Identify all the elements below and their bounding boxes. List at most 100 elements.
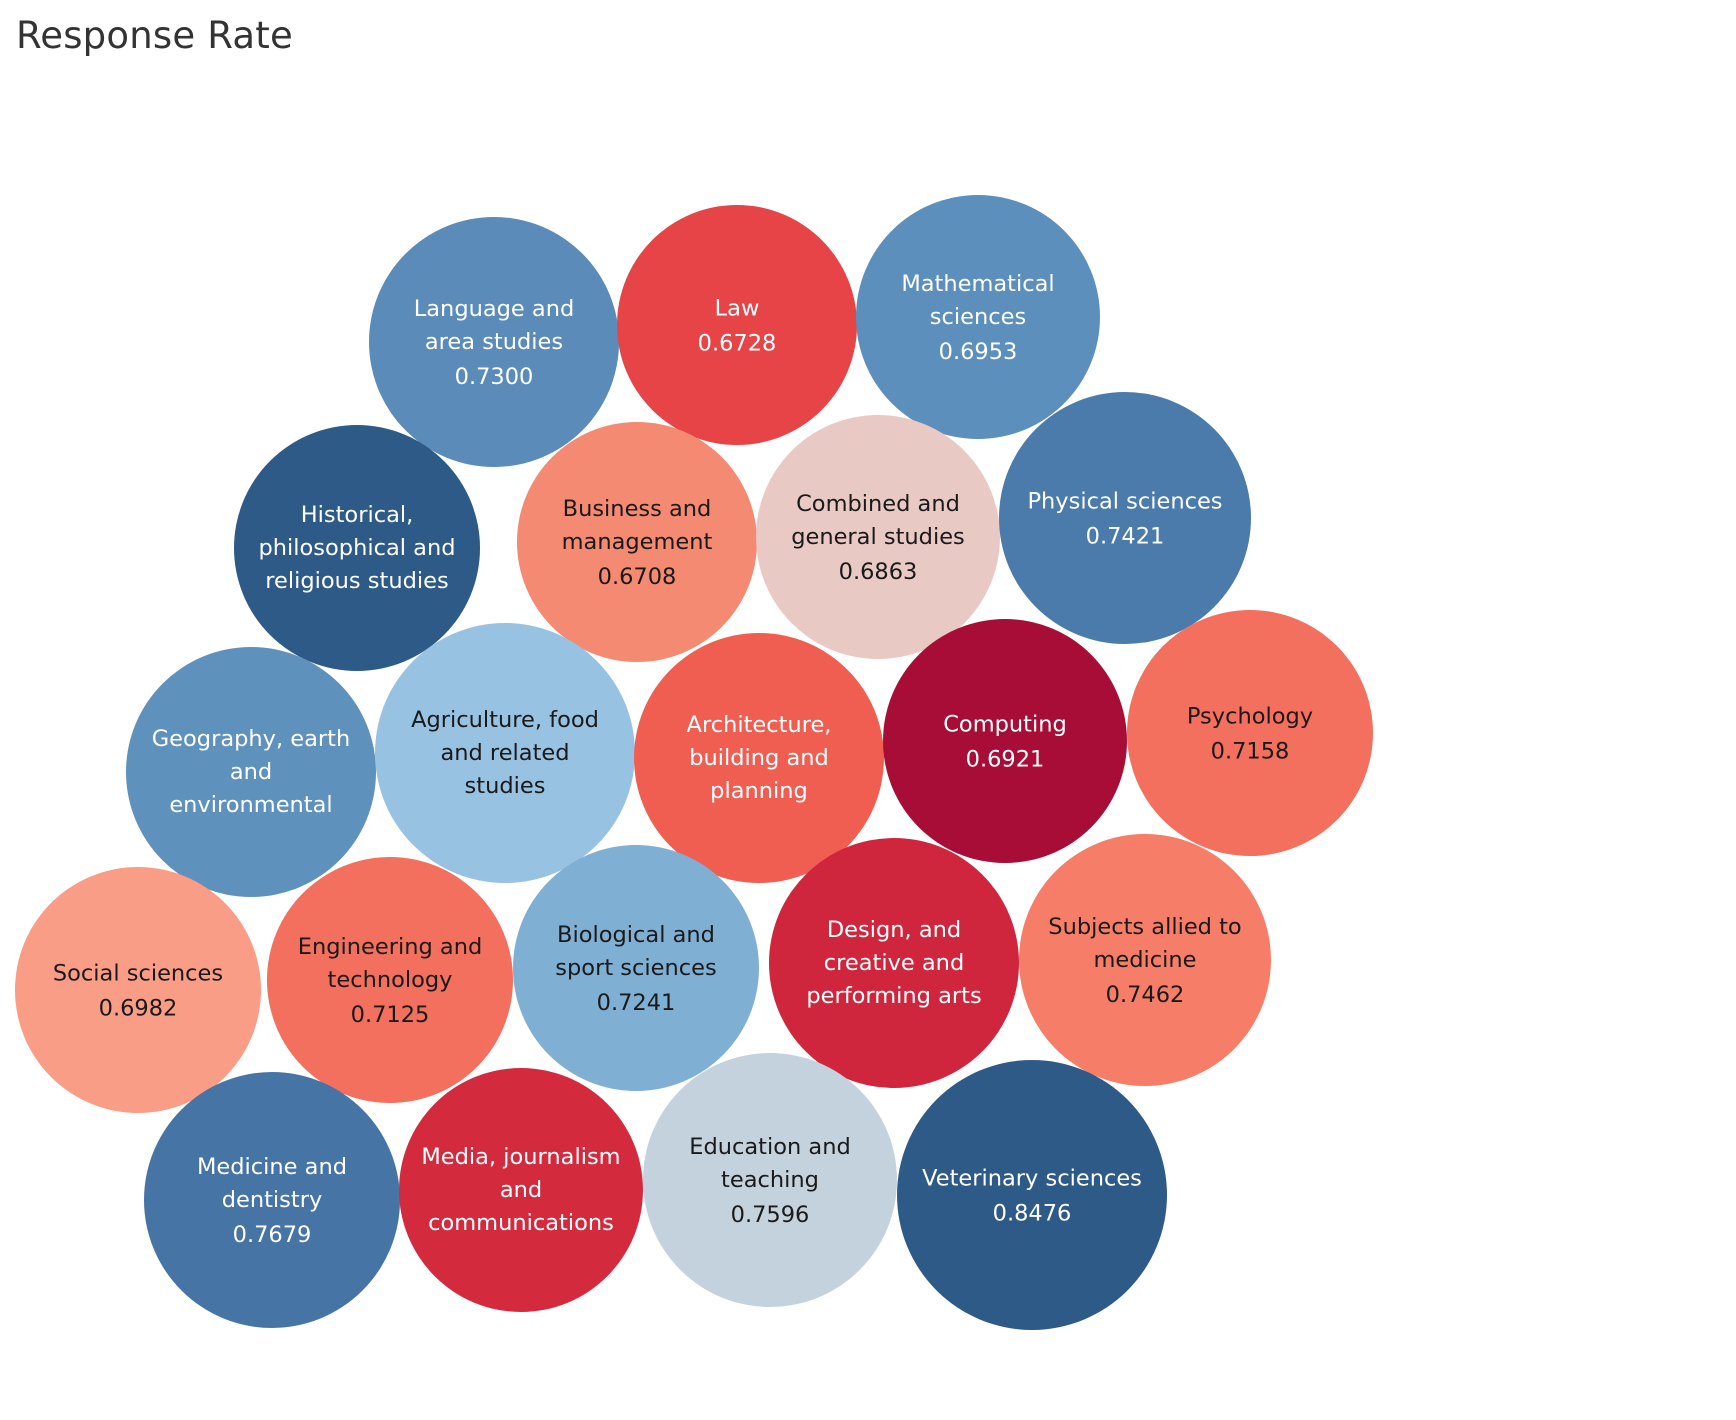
- bubble-value-label: 0.6863: [839, 559, 918, 585]
- bubble-law[interactable]: Law 0.6728: [617, 205, 857, 445]
- bubble-label: Subjects allied to: [1048, 914, 1241, 940]
- bubble-label: Psychology: [1187, 704, 1313, 730]
- bubble-label: and: [500, 1177, 542, 1203]
- bubble-circle[interactable]: [126, 647, 376, 897]
- bubble-label: Design, and: [827, 917, 961, 943]
- bubble-label: and: [230, 759, 272, 785]
- bubble-value-label: 0.6921: [966, 747, 1045, 773]
- bubble-label: Social sciences: [53, 961, 223, 987]
- bubble-circle[interactable]: [267, 857, 513, 1103]
- bubble-label: and related: [440, 740, 569, 766]
- bubble-geography-earth-and-environmental[interactable]: Geography, earth and environmental: [126, 647, 376, 897]
- bubble-medicine-and-dentistry[interactable]: Medicine and dentistry 0.7679: [144, 1072, 400, 1328]
- bubble-label: sciences: [930, 304, 1026, 330]
- bubble-value-label: 0.6728: [698, 331, 777, 357]
- bubble-mathematical-sciences[interactable]: Mathematical sciences 0.6953: [856, 195, 1100, 439]
- bubble-subjects-allied-to-medicine[interactable]: Subjects allied to medicine 0.7462: [1019, 834, 1271, 1086]
- bubble-label: technology: [328, 967, 453, 993]
- bubble-value-label: 0.7462: [1106, 982, 1185, 1008]
- chart-title: Response Rate: [16, 14, 293, 57]
- bubble-value-label: 0.7241: [597, 990, 676, 1016]
- bubble-veterinary-sciences[interactable]: Veterinary sciences 0.8476: [897, 1060, 1167, 1330]
- bubble-circle[interactable]: [15, 867, 261, 1113]
- bubble-circle[interactable]: [756, 415, 1000, 659]
- bubble-circle[interactable]: [883, 619, 1127, 863]
- bubble-label: Historical,: [301, 502, 414, 528]
- bubble-physical-sciences[interactable]: Physical sciences 0.7421: [999, 392, 1251, 644]
- bubble-circle[interactable]: [856, 195, 1100, 439]
- bubble-business-and-management[interactable]: Business and management 0.6708: [517, 422, 757, 662]
- bubble-circle[interactable]: [897, 1060, 1167, 1330]
- bubble-circle[interactable]: [999, 392, 1251, 644]
- bubble-circle[interactable]: [769, 838, 1019, 1088]
- bubble-label: management: [562, 529, 713, 555]
- bubble-circle[interactable]: [1019, 834, 1271, 1086]
- bubble-media-journalism-and-communications[interactable]: Media, journalism and communications: [399, 1068, 643, 1312]
- bubble-historical-philosophical-and-religious-studies[interactable]: Historical, philosophical and religious st…: [234, 425, 480, 671]
- bubble-label: Agriculture, food: [411, 707, 599, 733]
- bubble-label: Physical sciences: [1027, 489, 1222, 515]
- bubble-value-label: 0.7158: [1211, 739, 1290, 765]
- bubble-label: building and: [689, 745, 829, 771]
- bubble-value-label: 0.7125: [351, 1002, 430, 1028]
- bubble-label: dentistry: [222, 1187, 323, 1213]
- bubble-label: Combined and: [796, 491, 960, 517]
- bubble-label: general studies: [791, 524, 965, 550]
- bubble-circle[interactable]: [375, 623, 635, 883]
- bubble-engineering-and-technology[interactable]: Engineering and technology 0.7125: [267, 857, 513, 1103]
- bubble-label: Language and: [414, 296, 575, 322]
- bubble-label: Biological and: [557, 922, 715, 948]
- bubble-label: Business and: [563, 496, 712, 522]
- bubble-label: communications: [428, 1210, 614, 1236]
- bubble-computing[interactable]: Computing 0.6921: [883, 619, 1127, 863]
- bubble-combined-and-general-studies[interactable]: Combined and general studies 0.6863: [756, 415, 1000, 659]
- bubble-label: Education and: [689, 1134, 851, 1160]
- bubble-label: medicine: [1093, 947, 1196, 973]
- bubble-value-label: 0.7300: [455, 364, 534, 390]
- bubble-label: teaching: [721, 1167, 819, 1193]
- bubble-label: planning: [710, 778, 808, 804]
- bubble-psychology[interactable]: Psychology 0.7158: [1127, 610, 1373, 856]
- bubble-label: area studies: [425, 329, 563, 355]
- bubble-circle[interactable]: [1127, 610, 1373, 856]
- bubble-circle[interactable]: [634, 633, 884, 883]
- bubble-circle[interactable]: [399, 1068, 643, 1312]
- bubble-label: Engineering and: [298, 934, 482, 960]
- bubble-circle[interactable]: [234, 425, 480, 671]
- bubble-value-label: 0.6953: [939, 339, 1018, 365]
- bubble-label: Law: [715, 296, 760, 322]
- bubble-social-sciences[interactable]: Social sciences 0.6982: [15, 867, 261, 1113]
- bubble-circle[interactable]: [517, 422, 757, 662]
- bubble-circle[interactable]: [643, 1053, 897, 1307]
- bubble-label: Mathematical: [901, 271, 1054, 297]
- bubble-label: Veterinary sciences: [922, 1166, 1142, 1192]
- bubble-agriculture-food-and-related-studies[interactable]: Agriculture, food and related studies: [375, 623, 635, 883]
- bubble-architecture-building-and-planning[interactable]: Architecture, building and planning: [634, 633, 884, 883]
- bubble-label: Medicine and: [197, 1154, 347, 1180]
- bubble-value-label: 0.6982: [99, 996, 178, 1022]
- bubble-circle[interactable]: [369, 217, 619, 467]
- bubble-education-and-teaching[interactable]: Education and teaching 0.7596: [643, 1053, 897, 1307]
- bubble-design-and-creative-and-performing-arts[interactable]: Design, and creative and performing arts: [769, 838, 1019, 1088]
- bubble-value-label: 0.7421: [1086, 524, 1165, 550]
- bubble-label: studies: [465, 773, 546, 799]
- bubble-label: Media, journalism: [421, 1144, 620, 1170]
- bubble-value-label: 0.7596: [731, 1202, 810, 1228]
- bubble-label: Computing: [943, 712, 1067, 738]
- bubble-value-label: 0.6708: [598, 564, 677, 590]
- bubble-language-and-area-studies[interactable]: Language and area studies 0.7300: [369, 217, 619, 467]
- bubble-label: Architecture,: [687, 712, 832, 738]
- bubble-circle[interactable]: [617, 205, 857, 445]
- bubble-value-label: 0.7679: [233, 1222, 312, 1248]
- bubble-label: philosophical and: [259, 535, 456, 561]
- bubble-label: Geography, earth: [152, 726, 351, 752]
- bubble-label: sport sciences: [555, 955, 716, 981]
- bubble-label: performing arts: [806, 983, 981, 1009]
- bubble-circle[interactable]: [513, 845, 759, 1091]
- bubble-biological-and-sport-sciences[interactable]: Biological and sport sciences 0.7241: [513, 845, 759, 1091]
- bubble-circle[interactable]: [144, 1072, 400, 1328]
- bubble-label: environmental: [169, 792, 332, 818]
- bubble-value-label: 0.8476: [993, 1201, 1072, 1227]
- bubble-label: religious studies: [265, 568, 448, 594]
